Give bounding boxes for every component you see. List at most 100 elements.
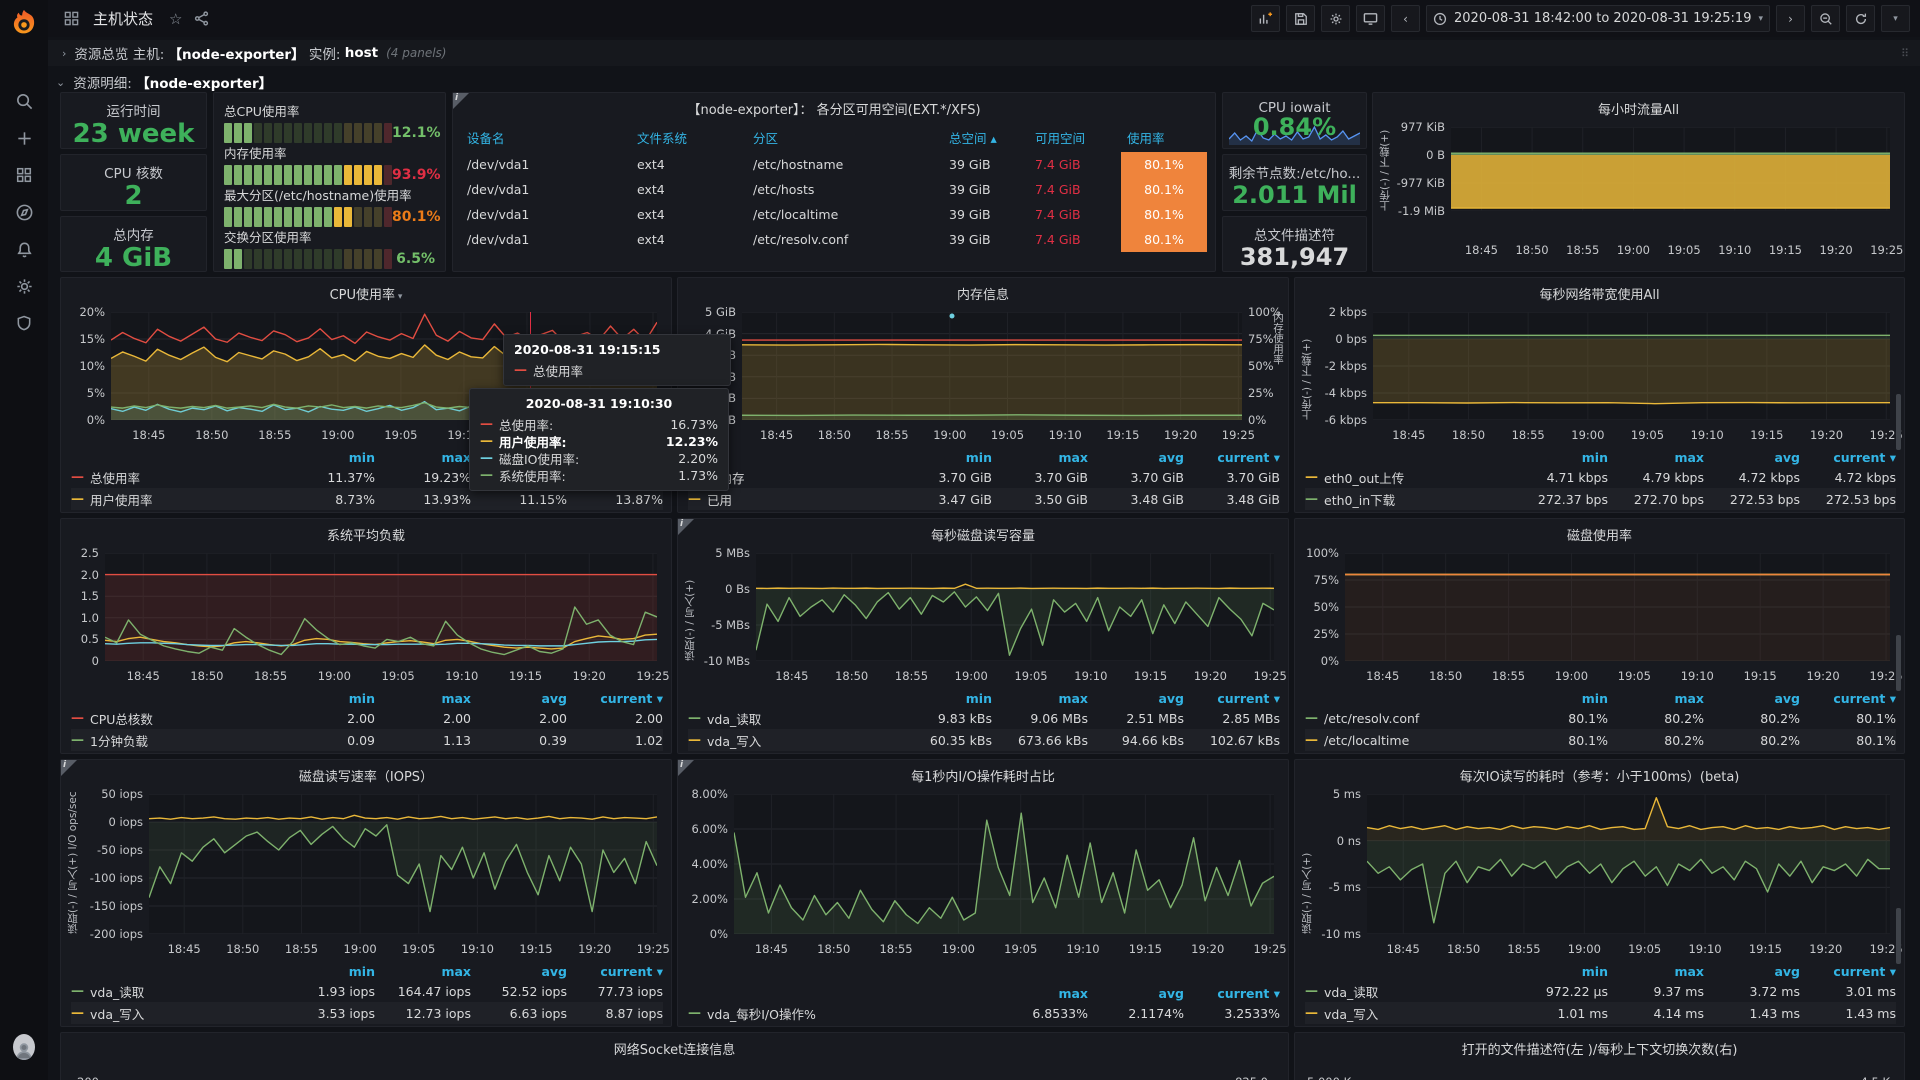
table-col-header[interactable]: 设备名	[461, 123, 631, 152]
legend-series-name[interactable]: —CPU总核数	[71, 709, 279, 728]
save-dashboard-button[interactable]	[1286, 5, 1315, 32]
legend-scrollbar[interactable]	[1896, 908, 1901, 964]
legend-series-name[interactable]: —eth0_out上传	[1305, 468, 1512, 487]
dashboard-title[interactable]: 主机状态	[93, 8, 153, 29]
table-col-header[interactable]: 使用率	[1121, 123, 1207, 152]
legend-col-current[interactable]: current ▾	[1184, 691, 1280, 706]
chart-plot[interactable]	[149, 794, 657, 934]
row-drag-handle[interactable]: ⠿	[1901, 47, 1910, 60]
refresh-button[interactable]	[1846, 5, 1875, 32]
legend-col-min[interactable]: min	[896, 450, 992, 465]
legend-col-current[interactable]: current ▾	[567, 964, 663, 979]
chart-plot[interactable]	[1451, 127, 1890, 211]
search-icon[interactable]	[13, 90, 35, 112]
chart-plot[interactable]	[1373, 312, 1890, 420]
legend-col-avg[interactable]: avg	[1088, 986, 1184, 1001]
legend-series-name[interactable]: —总使用率	[71, 468, 279, 487]
table-col-header[interactable]: 分区	[747, 123, 943, 152]
table-col-header[interactable]: 文件系统	[631, 123, 747, 152]
chart-plot[interactable]	[756, 553, 1274, 661]
share-icon[interactable]	[194, 11, 209, 26]
legend-col-min[interactable]: min	[1512, 964, 1608, 979]
legend-col-current[interactable]: current ▾	[1800, 964, 1896, 979]
legend-col-current[interactable]: current ▾	[1184, 450, 1280, 465]
legend-col-max[interactable]: max	[1608, 450, 1704, 465]
refresh-interval-dropdown[interactable]: ▾	[1881, 5, 1910, 32]
row-detail-header[interactable]: ⌄ 资源明细: 【node-exporter】	[56, 72, 272, 92]
chart-plot[interactable]	[1345, 553, 1890, 661]
configuration-gear-icon[interactable]	[13, 275, 35, 297]
time-forward-button[interactable]: ›	[1776, 5, 1805, 32]
chart-plot[interactable]	[742, 312, 1242, 420]
legend-col-max[interactable]: max	[375, 691, 471, 706]
gauge-cell	[224, 207, 232, 227]
zoom-out-button[interactable]	[1811, 5, 1840, 32]
legend-scrollbar[interactable]	[1896, 635, 1901, 691]
legend-col-current[interactable]: current ▾	[1800, 691, 1896, 706]
legend-col-min[interactable]: min	[1512, 691, 1608, 706]
row-overview-header[interactable]: › 资源总览 主机: 【node-exporter】 实例: host (4 p…	[48, 40, 1920, 66]
legend-col-min[interactable]: min	[279, 450, 375, 465]
x-tick: 19:10	[1074, 669, 1107, 683]
legend-series-name[interactable]: —vda_读取	[1305, 982, 1512, 1001]
legend-col-min[interactable]: min	[1512, 450, 1608, 465]
legend-col-max[interactable]: max	[1608, 691, 1704, 706]
legend-col-avg[interactable]: avg	[471, 964, 567, 979]
create-plus-icon[interactable]	[13, 127, 35, 149]
legend-series-name[interactable]: —1分钟负载	[71, 731, 279, 750]
info-icon[interactable]: i	[61, 760, 77, 776]
legend-series-name[interactable]: —已用	[688, 490, 896, 509]
legend-series-name[interactable]: —vda_写入	[1305, 1004, 1512, 1023]
favorite-star-icon[interactable]: ☆	[169, 10, 182, 28]
time-back-button[interactable]: ‹	[1391, 5, 1420, 32]
legend-col-current[interactable]: current ▾	[1800, 450, 1896, 465]
add-panel-button[interactable]	[1251, 5, 1280, 32]
legend-series-name[interactable]: —/etc/resolv.conf	[1305, 711, 1512, 726]
dashboard-settings-button[interactable]	[1321, 5, 1350, 32]
legend-col-avg[interactable]: avg	[1088, 691, 1184, 706]
legend-col-min[interactable]: min	[896, 691, 992, 706]
dashboard-grid-icon[interactable]	[64, 11, 79, 26]
table-col-header[interactable]: 总空间 ▴	[943, 123, 1029, 152]
legend-col-max[interactable]: max	[992, 450, 1088, 465]
legend-col-current[interactable]: current ▾	[567, 691, 663, 706]
legend-series-name[interactable]: —vda_每秒I/O操作%	[688, 1004, 992, 1023]
legend-series-name[interactable]: —/etc/localtime	[1305, 733, 1512, 748]
legend-col-avg[interactable]: avg	[1704, 964, 1800, 979]
grafana-logo-icon[interactable]	[9, 8, 39, 38]
legend-series-name[interactable]: —vda_读取	[71, 982, 279, 1001]
legend-series-name[interactable]: —vda_写入	[688, 731, 896, 750]
legend-col-max[interactable]: max	[992, 986, 1088, 1001]
time-range-picker[interactable]: 2020-08-31 18:42:00 to 2020-08-31 19:25:…	[1426, 5, 1770, 32]
legend-col-current[interactable]: current ▾	[1184, 986, 1280, 1001]
panel-menu-caret[interactable]: ▾	[395, 292, 402, 302]
legend-scrollbar[interactable]	[1896, 394, 1901, 450]
info-icon[interactable]: i	[678, 519, 694, 535]
legend-value: 2.00	[279, 711, 375, 726]
legend-col-min[interactable]: min	[279, 691, 375, 706]
legend-series-name[interactable]: —vda_读取	[688, 709, 896, 728]
legend-series-name[interactable]: —vda_写入	[71, 1004, 279, 1023]
kiosk-tv-button[interactable]	[1356, 5, 1385, 32]
dashboards-grid-icon[interactable]	[13, 164, 35, 186]
legend-col-avg[interactable]: avg	[1704, 450, 1800, 465]
explore-compass-icon[interactable]	[13, 201, 35, 223]
legend-col-avg[interactable]: avg	[471, 691, 567, 706]
legend-col-max[interactable]: max	[375, 450, 471, 465]
table-col-header[interactable]: 可用空间	[1029, 123, 1121, 152]
legend-col-max[interactable]: max	[1608, 964, 1704, 979]
legend-col-max[interactable]: max	[375, 964, 471, 979]
chart-plot[interactable]	[734, 794, 1274, 934]
legend-col-avg[interactable]: avg	[1704, 691, 1800, 706]
chart-plot[interactable]	[1367, 794, 1890, 934]
info-icon[interactable]: i	[678, 760, 694, 776]
user-avatar[interactable]	[13, 1036, 35, 1058]
legend-col-min[interactable]: min	[279, 964, 375, 979]
chart-plot[interactable]	[105, 553, 657, 661]
admin-shield-icon[interactable]	[13, 312, 35, 334]
legend-col-avg[interactable]: avg	[1088, 450, 1184, 465]
legend-series-name[interactable]: —用户使用率	[71, 490, 279, 509]
legend-col-max[interactable]: max	[992, 691, 1088, 706]
alerting-bell-icon[interactable]	[13, 238, 35, 260]
legend-series-name[interactable]: —eth0_in下载	[1305, 490, 1512, 509]
